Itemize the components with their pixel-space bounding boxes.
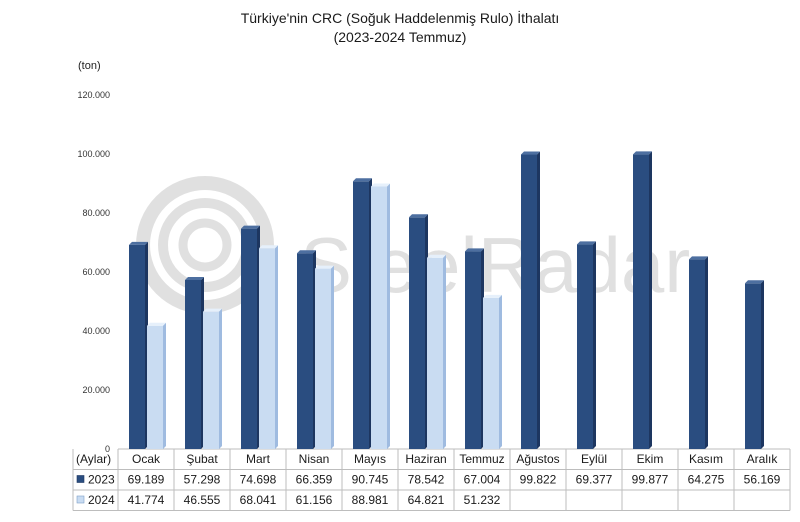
bar-2024 xyxy=(371,183,390,449)
chart-subtitle: (2023-2024 Temmuz) xyxy=(333,29,467,45)
data-label: 41.774 xyxy=(128,493,165,507)
bar-2023 xyxy=(465,248,484,449)
y-axis-unit-label: (ton) xyxy=(78,60,101,72)
bar-2023 xyxy=(689,256,708,449)
data-label: 57.298 xyxy=(184,473,221,487)
bar-2023 xyxy=(129,241,148,449)
data-label: 74.698 xyxy=(240,473,277,487)
bar-2024 xyxy=(259,245,278,449)
y-tick-label: 80.000 xyxy=(82,208,110,218)
bar-2023 xyxy=(577,241,596,449)
x-tick-label: Aralık xyxy=(747,452,779,466)
table-row-header: (Aylar) xyxy=(76,452,111,466)
x-tick-label: Mayıs xyxy=(354,452,386,466)
data-label: 99.877 xyxy=(632,473,669,487)
data-label: 64.821 xyxy=(408,493,445,507)
legend-swatch-2024 xyxy=(76,495,85,504)
data-label: 61.156 xyxy=(296,493,333,507)
data-label: 66.359 xyxy=(296,473,333,487)
bar-2024 xyxy=(147,322,166,449)
data-label: 67.004 xyxy=(464,473,501,487)
bar-2023 xyxy=(521,151,540,450)
x-tick-label: Mart xyxy=(246,452,271,466)
data-label: 78.542 xyxy=(408,473,445,487)
data-label: 99.822 xyxy=(520,473,557,487)
x-tick-label: Nisan xyxy=(299,452,330,466)
x-tick-label: Temmuz xyxy=(459,452,504,466)
x-tick-label: Haziran xyxy=(405,452,446,466)
data-label: 51.232 xyxy=(464,493,501,507)
data-label: 68.041 xyxy=(240,493,277,507)
data-label: 64.275 xyxy=(688,473,725,487)
bar-2024 xyxy=(315,265,334,449)
legend-label-2024: 2024 xyxy=(88,493,115,507)
legend-label-2023: 2023 xyxy=(88,473,115,487)
data-label: 46.555 xyxy=(184,493,221,507)
bar-2023 xyxy=(353,178,372,449)
data-label: 88.981 xyxy=(352,493,389,507)
bar-2023 xyxy=(241,225,260,449)
y-tick-label: 120.000 xyxy=(77,90,110,100)
data-label: 69.377 xyxy=(576,473,613,487)
y-tick-label: 0 xyxy=(105,444,110,454)
y-tick-label: 20.000 xyxy=(82,385,110,395)
bar-2024 xyxy=(483,294,502,449)
y-tick-label: 40.000 xyxy=(82,326,110,336)
x-tick-label: Kasım xyxy=(689,452,723,466)
y-tick-label: 60.000 xyxy=(82,267,110,277)
data-label: 69.189 xyxy=(128,473,165,487)
bar-2023 xyxy=(633,151,652,449)
bar-2023 xyxy=(745,280,764,449)
x-tick-label: Eylül xyxy=(581,452,607,466)
x-tick-label: Şubat xyxy=(186,452,218,466)
bar-2024 xyxy=(427,254,446,449)
y-tick-label: 100.000 xyxy=(77,149,110,159)
x-tick-label: Ağustos xyxy=(516,452,559,466)
legend-swatch-2023 xyxy=(76,475,85,483)
x-tick-label: Ekim xyxy=(637,452,664,466)
chart-title: Türkiye'nin CRC (Soğuk Haddelenmiş Rulo)… xyxy=(240,10,560,26)
x-tick-label: Ocak xyxy=(132,452,161,466)
bar-2023 xyxy=(297,250,316,449)
data-label: 56.169 xyxy=(744,473,781,487)
bar-2024 xyxy=(203,308,222,449)
data-label: 90.745 xyxy=(352,473,389,487)
bar-2023 xyxy=(409,214,428,449)
bar-2023 xyxy=(185,276,204,449)
